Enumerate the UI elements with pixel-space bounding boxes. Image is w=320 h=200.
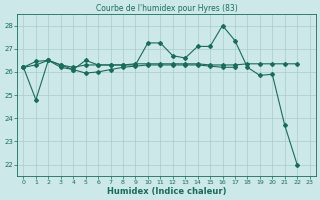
Title: Courbe de l'humidex pour Hyres (83): Courbe de l'humidex pour Hyres (83) [96,4,237,13]
X-axis label: Humidex (Indice chaleur): Humidex (Indice chaleur) [107,187,226,196]
